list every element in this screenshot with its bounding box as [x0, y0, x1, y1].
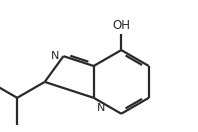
Text: OH: OH — [112, 19, 130, 32]
Text: N: N — [97, 103, 106, 114]
Text: N: N — [51, 51, 59, 61]
